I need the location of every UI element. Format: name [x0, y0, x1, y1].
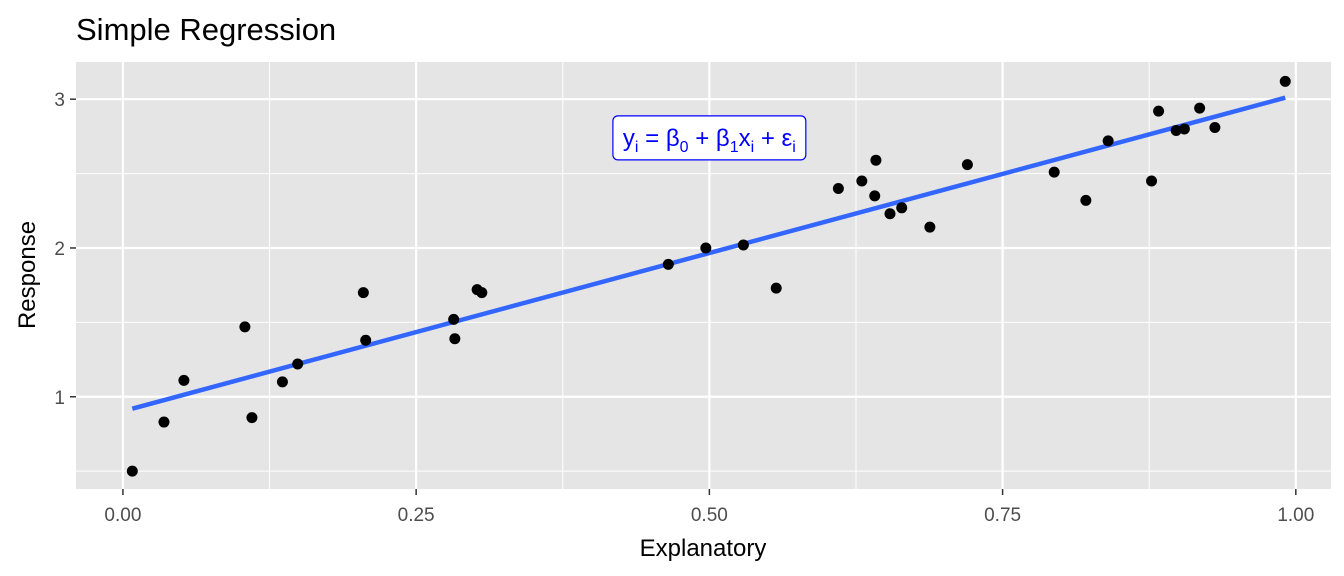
chart-title: Simple Regression [76, 12, 336, 47]
data-point [870, 154, 882, 166]
data-point [1102, 135, 1114, 147]
data-point [832, 182, 844, 194]
x-axis-title: Explanatory [640, 535, 767, 562]
data-point [1146, 175, 1158, 187]
data-point [924, 221, 936, 233]
data-point [126, 465, 138, 477]
x-tick-label: 0.50 [691, 505, 728, 526]
data-point [246, 412, 258, 424]
data-point [896, 202, 908, 214]
x-tick-label: 0.25 [398, 505, 435, 526]
equation-annotation: yi = β0 + β1xi + εi [612, 115, 807, 161]
data-point [276, 376, 288, 388]
data-point [1194, 102, 1206, 114]
data-points [126, 75, 1291, 477]
data-point [292, 358, 304, 370]
data-point [476, 287, 488, 299]
x-tick-label: 1.00 [1277, 505, 1314, 526]
data-point [869, 190, 881, 202]
equation-box [612, 115, 807, 161]
data-point [662, 258, 674, 270]
data-point [239, 321, 251, 333]
x-axis-ticks: 0.00 0.25 0.50 0.75 1.00 [104, 489, 1314, 526]
data-point [1048, 166, 1060, 178]
data-point [360, 334, 372, 346]
data-point [737, 239, 749, 251]
x-tick-label: 0.75 [984, 505, 1021, 526]
data-point [770, 282, 782, 294]
data-point [1153, 105, 1165, 117]
data-point [856, 175, 868, 187]
y-axis-title: Response [14, 221, 41, 329]
data-point [178, 374, 190, 386]
data-point [158, 416, 170, 428]
data-point [1080, 194, 1092, 206]
regression-line [131, 95, 1286, 411]
y-tick-label: 2 [54, 239, 65, 260]
data-point [1279, 75, 1291, 87]
data-point [700, 242, 712, 254]
data-point [1170, 124, 1182, 136]
y-tick-label: 3 [54, 90, 65, 111]
data-point [1209, 121, 1221, 133]
data-point [448, 313, 460, 325]
regression-line-layer [131, 95, 1286, 411]
equation-label: yi = β0 + β1xi + εi [623, 125, 796, 156]
data-point [1178, 123, 1190, 135]
y-tick-label: 1 [54, 388, 65, 409]
y-axis-ticks: 1 2 3 [54, 90, 76, 409]
x-tick-label: 0.00 [104, 505, 141, 526]
data-point [961, 159, 973, 171]
data-point [357, 287, 369, 299]
data-point [449, 333, 461, 345]
data-point [884, 208, 896, 220]
